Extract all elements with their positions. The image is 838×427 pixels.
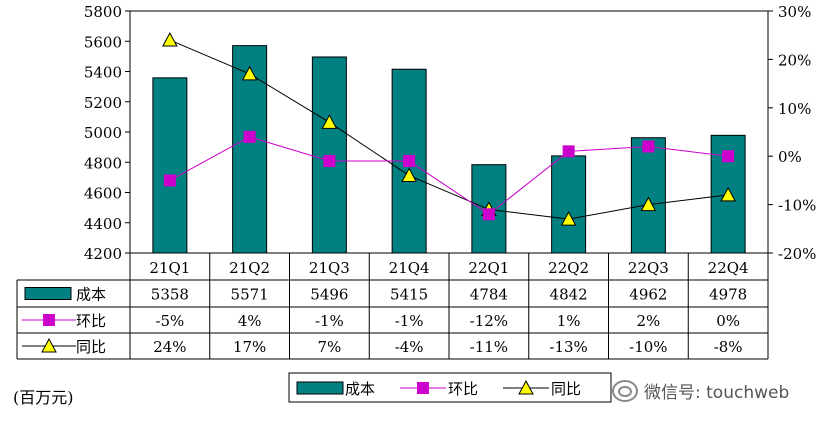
table-cell: -12% xyxy=(470,312,508,330)
table-cell: 7% xyxy=(317,338,341,356)
bar-cost xyxy=(152,77,188,254)
yoy-marker xyxy=(401,167,417,183)
table-cell: 4842 xyxy=(550,286,588,304)
qoq-marker xyxy=(722,150,735,163)
qoq-marker xyxy=(163,174,176,187)
table-cell: -4% xyxy=(395,338,424,356)
table-cell: 17% xyxy=(233,338,266,356)
table-cell: 24% xyxy=(153,338,186,356)
table-cell: -1% xyxy=(315,312,344,330)
table-cell: 0% xyxy=(716,312,740,330)
bar-cost xyxy=(551,155,587,254)
left-tick-label: 4200 xyxy=(84,245,122,263)
bar-cost xyxy=(311,56,347,254)
table-cell: 5571 xyxy=(231,286,269,304)
table-cell: -13% xyxy=(549,338,587,356)
left-tick-label: 5200 xyxy=(84,94,122,112)
line-qoq xyxy=(169,136,729,215)
left-tick-label: 5600 xyxy=(84,33,122,51)
bar-cost xyxy=(630,137,666,254)
yoy-marker xyxy=(162,31,178,47)
category-label: 22Q3 xyxy=(628,259,669,277)
plot-frame xyxy=(129,10,769,254)
table-cell: 4962 xyxy=(629,286,667,304)
row-key-bar xyxy=(24,287,72,300)
table-cell: -1% xyxy=(395,312,424,330)
legend: 成本 环比 同比 xyxy=(288,372,612,403)
right-tick-label: -20% xyxy=(778,245,816,263)
right-axis: -20% -10% 0% 10% 20% 30% xyxy=(768,3,816,263)
watermark: 微信号: touchweb xyxy=(612,378,789,403)
yoy-marker xyxy=(640,196,657,212)
right-tick-label: 20% xyxy=(778,51,811,69)
qoq-marker xyxy=(642,140,655,153)
right-tick-label: 10% xyxy=(778,100,811,118)
table-cell: 5496 xyxy=(310,286,348,304)
row-label: 成本 xyxy=(76,286,106,304)
left-tick-label: 4400 xyxy=(84,215,122,233)
line-yoy xyxy=(169,39,729,220)
unit-label: (百万元) xyxy=(13,388,74,407)
category-label: 22Q2 xyxy=(548,259,589,277)
watermark-text: 微信号: touchweb xyxy=(644,383,790,403)
legend-key-bar xyxy=(296,381,344,395)
plot-border xyxy=(129,10,769,254)
yoy-marker xyxy=(560,211,577,226)
table-cell: 5415 xyxy=(390,286,428,304)
category-label: 21Q1 xyxy=(149,259,190,277)
legend-label: 同比 xyxy=(551,380,581,398)
wechat-icon xyxy=(612,379,638,402)
row-label: 同比 xyxy=(76,338,106,356)
table-cell: -11% xyxy=(470,338,508,356)
table-cell: 4% xyxy=(238,312,262,330)
table-cell: -10% xyxy=(629,338,667,356)
legend-label: 成本 xyxy=(345,380,375,398)
left-tick-label: 5000 xyxy=(84,124,122,142)
qoq-marker xyxy=(482,208,495,221)
left-tick-label: 5400 xyxy=(84,64,122,82)
category-label: 21Q3 xyxy=(309,259,350,277)
category-label: 21Q4 xyxy=(389,259,430,277)
data-table: 21Q1 21Q2 21Q3 21Q4 22Q1 22Q2 22Q3 22Q4 成本 5358 55… xyxy=(16,252,769,360)
legend-key-square xyxy=(417,382,429,394)
left-axis: 4200 4400 4600 4800 5000 5200 5400 5600 5800 xyxy=(84,3,130,263)
right-tick-label: 30% xyxy=(778,3,811,21)
table-cell: 1% xyxy=(557,312,581,330)
table-cell: -8% xyxy=(714,338,743,356)
yoy-marker xyxy=(321,114,338,129)
left-tick-label: 4600 xyxy=(84,185,122,203)
qoq-marker xyxy=(562,145,575,158)
row-label: 环比 xyxy=(76,312,106,330)
row-key-square xyxy=(43,314,55,326)
category-label: 22Q1 xyxy=(468,259,509,277)
right-tick-label: 0% xyxy=(778,148,802,166)
qoq-marker xyxy=(323,155,336,168)
category-label: 22Q4 xyxy=(708,259,749,277)
yoy-marker xyxy=(720,186,736,202)
left-tick-label: 4800 xyxy=(84,154,122,172)
category-label: 21Q2 xyxy=(229,259,270,277)
yoy-marker xyxy=(241,65,258,81)
right-tick-label: -10% xyxy=(778,197,816,215)
table-cell: 4978 xyxy=(709,286,747,304)
bars xyxy=(152,45,746,254)
legend-key-triangle xyxy=(518,379,534,395)
lines xyxy=(162,31,736,226)
table-cell: 2% xyxy=(636,312,660,330)
table-cell: 4784 xyxy=(470,286,508,304)
table-cell: -5% xyxy=(155,312,184,330)
legend-label: 环比 xyxy=(448,380,478,398)
qoq-marker xyxy=(243,130,256,143)
qoq-marker xyxy=(403,155,416,168)
table-cell: 5358 xyxy=(151,286,189,304)
row-key-triangle xyxy=(41,337,57,353)
left-tick-label: 5800 xyxy=(84,3,122,21)
